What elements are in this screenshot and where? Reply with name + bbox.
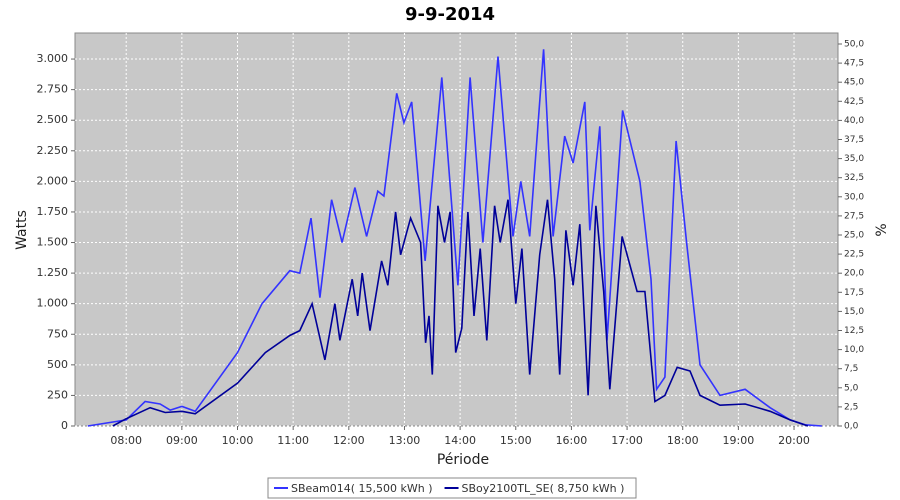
x-tick-label: 10:00 [222, 434, 254, 447]
y2-tick-label: 37,5 [844, 135, 864, 145]
legend-label: SBeam014( 15,500 kWh ) [291, 482, 433, 495]
y2-tick-label: 20,0 [844, 269, 864, 279]
y-tick-label: 1.750 [37, 205, 69, 218]
y-tick-label: 250 [47, 388, 68, 401]
y2-tick-label: 12,5 [844, 326, 864, 336]
y2-tick-label: 0,0 [844, 422, 859, 432]
y-tick-label: 1.250 [37, 266, 69, 279]
y2-tick-label: 25,0 [844, 231, 864, 241]
y-tick-label: 0 [61, 419, 68, 432]
y-tick-label: 2.250 [37, 144, 69, 157]
series-line [112, 199, 809, 427]
x-tick-label: 14:00 [444, 434, 476, 447]
y-tick-label: 1.000 [37, 297, 69, 310]
series-line [87, 49, 822, 427]
y-tick-label: 2.000 [37, 174, 69, 187]
y-tick-label: 2.750 [37, 83, 69, 96]
x-tick-label: 20:00 [778, 434, 810, 447]
y2-tick-label: 42,5 [844, 97, 864, 107]
y2-tick-label: 10,0 [844, 345, 864, 355]
x-tick-label: 12:00 [333, 434, 365, 447]
chart-title: 9-9-2014 [405, 4, 495, 25]
y2-tick-label: 5,0 [844, 383, 859, 393]
y-tick-label: 500 [47, 358, 68, 371]
y-tick-label: 2.500 [37, 113, 69, 126]
y-axis-label: Watts [14, 210, 30, 250]
y2-tick-label: 35,0 [844, 154, 864, 164]
y2-tick-label: 45,0 [844, 78, 864, 88]
y2-tick-label: 7,5 [844, 364, 858, 374]
y2-tick-label: 50,0 [844, 40, 864, 50]
y2-tick-label: 30,0 [844, 192, 864, 202]
x-tick-label: 18:00 [667, 434, 699, 447]
x-axis-label: Période [437, 452, 489, 468]
y-tick-label: 1.500 [37, 236, 69, 249]
y2-tick-label: 47,5 [844, 59, 864, 69]
y2-axis-label: % [874, 223, 890, 236]
x-tick-label: 19:00 [723, 434, 755, 447]
x-tick-label: 17:00 [611, 434, 643, 447]
x-tick-label: 08:00 [110, 434, 142, 447]
legend-label: SBoy2100TL_SE( 8,750 kWh ) [462, 482, 625, 495]
y2-tick-label: 15,0 [844, 307, 864, 317]
y2-tick-label: 17,5 [844, 288, 864, 298]
y-tick-label: 750 [47, 327, 68, 340]
y2-tick-label: 22,5 [844, 250, 864, 260]
plot-area [74, 32, 839, 427]
x-tick-label: 11:00 [277, 434, 309, 447]
y2-tick-label: 32,5 [844, 173, 864, 183]
x-tick-label: 13:00 [389, 434, 421, 447]
x-tick-label: 15:00 [500, 434, 532, 447]
y-tick-label: 3.000 [37, 52, 69, 65]
x-tick-label: 16:00 [556, 434, 588, 447]
y2-tick-label: 40,0 [844, 116, 864, 126]
y2-tick-label: 27,5 [844, 211, 864, 221]
x-tick-label: 09:00 [166, 434, 198, 447]
y2-tick-label: 2,5 [844, 402, 858, 412]
